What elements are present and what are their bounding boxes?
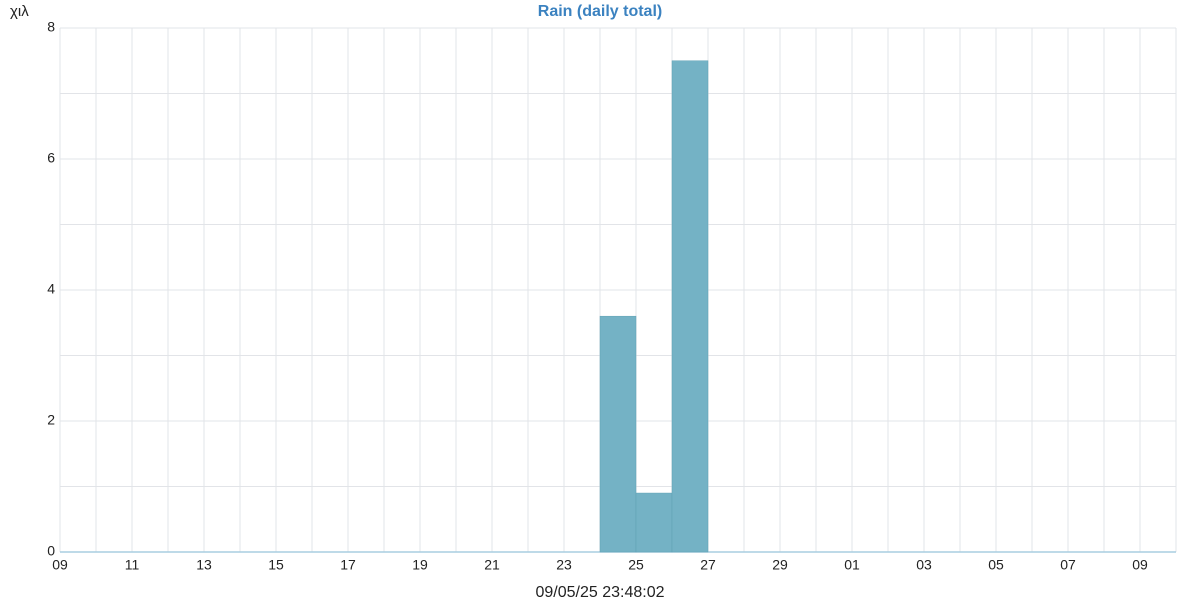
x-tick-label: 05	[988, 557, 1004, 573]
x-tick-label: 09	[52, 557, 68, 573]
y-tick-label: 2	[47, 412, 55, 428]
x-tick-label: 27	[700, 557, 716, 573]
y-tick-label: 6	[47, 150, 55, 166]
bar	[671, 60, 709, 553]
x-tick-label: 21	[484, 557, 500, 573]
x-tick-label: 25	[628, 557, 644, 573]
x-tick-label: 15	[268, 557, 284, 573]
y-tick-label: 8	[47, 19, 55, 35]
chart-title: Rain (daily total)	[538, 3, 662, 20]
x-axis-label: 09/05/25 23:48:02	[535, 584, 664, 600]
y-tick-label: 4	[47, 281, 55, 297]
bar	[599, 315, 637, 553]
x-tick-label: 13	[196, 557, 212, 573]
x-tick-label: 09	[1132, 557, 1148, 573]
x-tick-label: 03	[916, 557, 932, 573]
x-tick-label: 23	[556, 557, 572, 573]
x-tick-label: 17	[340, 557, 356, 573]
x-tick-label: 11	[125, 557, 140, 573]
x-tick-label: 19	[412, 557, 428, 573]
y-axis-label: χιλ	[10, 3, 29, 20]
x-tick-label: 01	[844, 557, 860, 573]
x-tick-label: 07	[1060, 557, 1076, 573]
y-tick-label: 0	[47, 543, 55, 559]
bar	[635, 492, 673, 553]
x-tick-label: 29	[772, 557, 788, 573]
